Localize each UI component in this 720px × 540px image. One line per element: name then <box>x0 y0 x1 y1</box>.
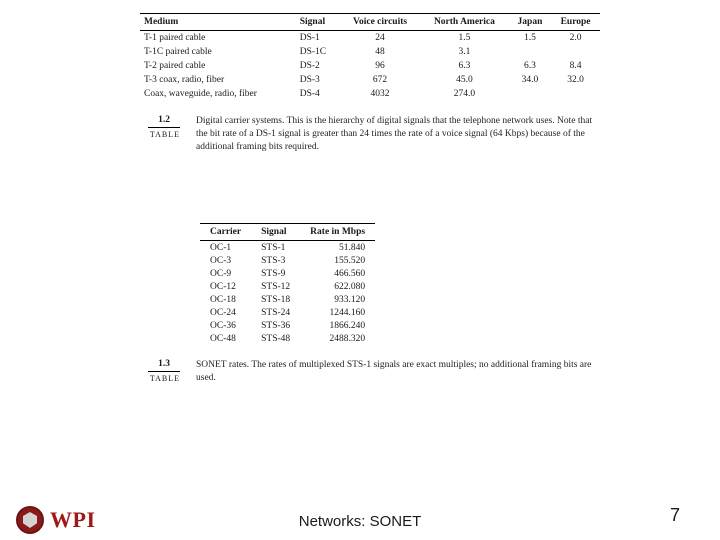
table-row: OC-1STS-151.840 <box>200 241 375 255</box>
table-cell: OC-12 <box>200 280 251 293</box>
table-cell: 3.1 <box>420 45 509 59</box>
table-cell: DS-4 <box>296 87 340 101</box>
col-japan: Japan <box>509 14 551 31</box>
table-cell: OC-18 <box>200 293 251 306</box>
table-cell: 672 <box>340 73 420 87</box>
col-signal2: Signal <box>251 224 300 241</box>
caption-1-3: 1.3 TABLE SONET rates. The rates of mult… <box>140 359 600 385</box>
caption-num: 1.2 <box>148 115 180 128</box>
caption-num: 1.3 <box>148 359 180 372</box>
caption-text: SONET rates. The rates of multiplexed ST… <box>196 359 600 385</box>
table-cell <box>509 45 551 59</box>
table-row: T-2 paired cableDS-2966.36.38.4 <box>140 59 600 73</box>
table-cell: STS-18 <box>251 293 300 306</box>
table-cell: 1244.160 <box>300 306 375 319</box>
table-cell: STS-12 <box>251 280 300 293</box>
table-cell: 45.0 <box>420 73 509 87</box>
table-cell: 32.0 <box>551 73 600 87</box>
table-cell: STS-9 <box>251 267 300 280</box>
table-cell: T-2 paired cable <box>140 59 296 73</box>
table-cell: 34.0 <box>509 73 551 87</box>
table-row: OC-24STS-241244.160 <box>200 306 375 319</box>
digital-carrier-table: Medium Signal Voice circuits North Ameri… <box>140 13 600 101</box>
table-cell: 2488.320 <box>300 332 375 345</box>
table-cell: OC-9 <box>200 267 251 280</box>
table-cell: STS-3 <box>251 254 300 267</box>
table-cell: STS-24 <box>251 306 300 319</box>
table-cell: OC-36 <box>200 319 251 332</box>
caption-word: TABLE <box>140 130 180 139</box>
table-row: T-3 coax, radio, fiberDS-367245.034.032.… <box>140 73 600 87</box>
table-cell: DS-1C <box>296 45 340 59</box>
table-cell: T-1 paired cable <box>140 31 296 46</box>
table-row: OC-9STS-9466.560 <box>200 267 375 280</box>
table-cell <box>551 45 600 59</box>
table-row: OC-36STS-361866.240 <box>200 319 375 332</box>
table-cell: 622.080 <box>300 280 375 293</box>
table-cell: STS-48 <box>251 332 300 345</box>
wpi-seal-icon <box>16 506 44 534</box>
table-cell: OC-3 <box>200 254 251 267</box>
col-carrier: Carrier <box>200 224 251 241</box>
table-cell: 1866.240 <box>300 319 375 332</box>
page-number: 7 <box>670 505 680 526</box>
col-signal: Signal <box>296 14 340 31</box>
table-cell: 51.840 <box>300 241 375 255</box>
table-cell: 24 <box>340 31 420 46</box>
slide-footer: WPI Networks: SONET 7 <box>0 495 720 540</box>
table-cell <box>551 87 600 101</box>
table-row: OC-12STS-12622.080 <box>200 280 375 293</box>
document-scan: Medium Signal Voice circuits North Ameri… <box>120 5 620 495</box>
sonet-rates-table: Carrier Signal Rate in Mbps OC-1STS-151.… <box>200 223 375 345</box>
table-cell: 4032 <box>340 87 420 101</box>
col-na: North America <box>420 14 509 31</box>
col-voice: Voice circuits <box>340 14 420 31</box>
table-cell: T-1C paired cable <box>140 45 296 59</box>
table-cell: STS-36 <box>251 319 300 332</box>
table-cell: DS-2 <box>296 59 340 73</box>
table-cell: 6.3 <box>420 59 509 73</box>
caption-text: Digital carrier systems. This is the hie… <box>196 115 600 153</box>
table-cell: 1.5 <box>420 31 509 46</box>
table-row: T-1 paired cableDS-1241.51.52.0 <box>140 31 600 46</box>
table-cell: STS-1 <box>251 241 300 255</box>
caption-word: TABLE <box>140 374 180 383</box>
col-europe: Europe <box>551 14 600 31</box>
table-row: OC-3STS-3155.520 <box>200 254 375 267</box>
table-cell: 8.4 <box>551 59 600 73</box>
table-cell: 48 <box>340 45 420 59</box>
wpi-wordmark: WPI <box>50 507 96 533</box>
table-cell: OC-24 <box>200 306 251 319</box>
table-cell <box>509 87 551 101</box>
table-row: Coax, waveguide, radio, fiberDS-44032274… <box>140 87 600 101</box>
table-row: OC-18STS-18933.120 <box>200 293 375 306</box>
col-rate: Rate in Mbps <box>300 224 375 241</box>
table-cell: DS-1 <box>296 31 340 46</box>
table-cell: 155.520 <box>300 254 375 267</box>
slide-title: Networks: SONET <box>299 513 422 530</box>
table-cell: 933.120 <box>300 293 375 306</box>
col-medium: Medium <box>140 14 296 31</box>
table-cell: 1.5 <box>509 31 551 46</box>
table-cell: Coax, waveguide, radio, fiber <box>140 87 296 101</box>
table-cell: T-3 coax, radio, fiber <box>140 73 296 87</box>
table-cell: DS-3 <box>296 73 340 87</box>
table-row: OC-48STS-482488.320 <box>200 332 375 345</box>
table-row: T-1C paired cableDS-1C483.1 <box>140 45 600 59</box>
table-cell: 6.3 <box>509 59 551 73</box>
table-cell: 2.0 <box>551 31 600 46</box>
caption-1-2: 1.2 TABLE Digital carrier systems. This … <box>140 115 600 153</box>
table-cell: 96 <box>340 59 420 73</box>
wpi-logo: WPI <box>16 506 96 534</box>
table-cell: 466.560 <box>300 267 375 280</box>
table-cell: OC-48 <box>200 332 251 345</box>
table-cell: 274.0 <box>420 87 509 101</box>
table-cell: OC-1 <box>200 241 251 255</box>
